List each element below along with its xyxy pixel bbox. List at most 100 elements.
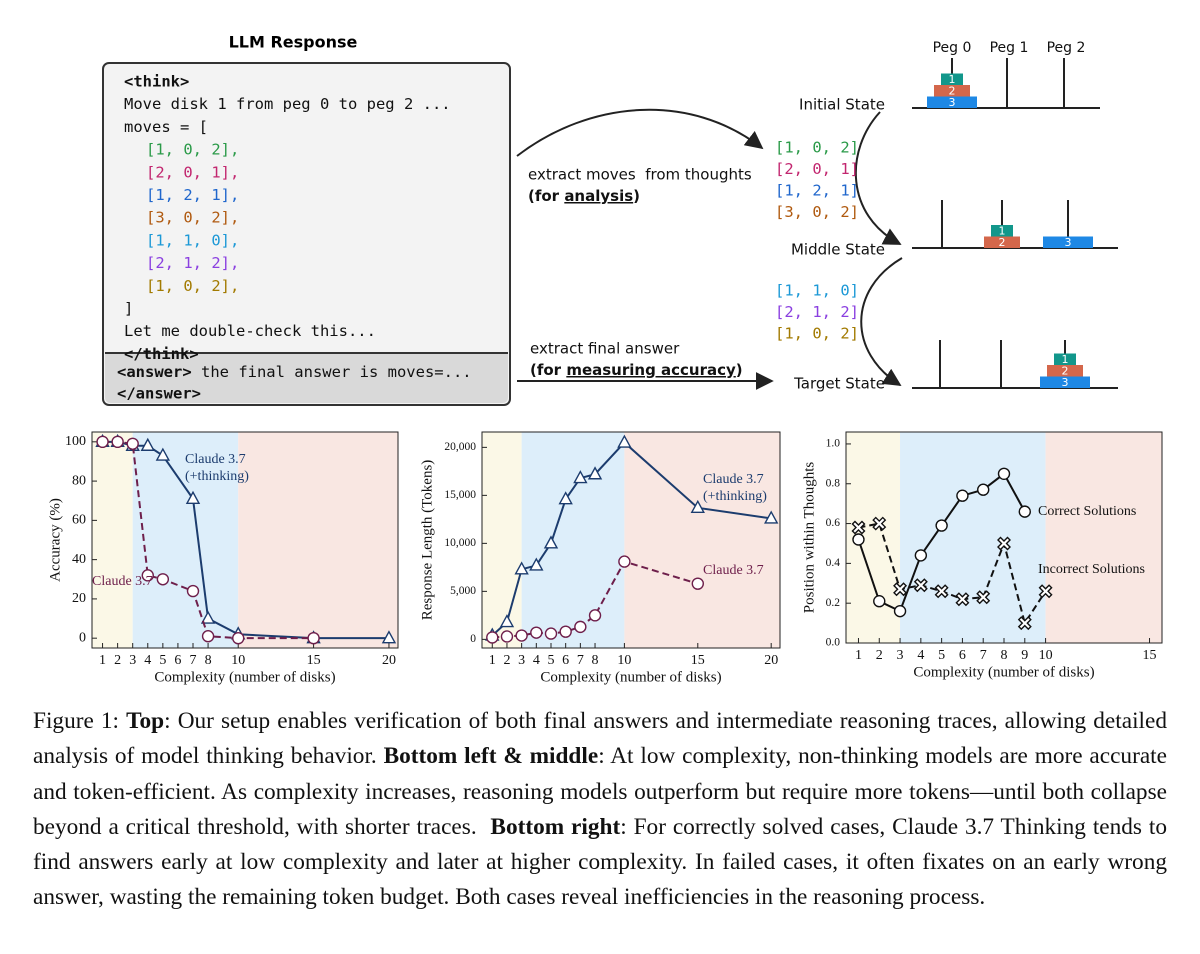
series-label: Claude 3.7 — [703, 472, 764, 487]
arrow-label-part: ) — [633, 187, 640, 205]
x-marker — [893, 582, 908, 597]
disk — [1054, 353, 1076, 365]
arrow-label-part: ) — [736, 361, 743, 379]
x-tick-label: 7 — [980, 648, 987, 663]
caption: Figure 1: Top: Our setup enables verific… — [33, 704, 1167, 916]
y-tick-label: 0.2 — [826, 597, 841, 609]
extracted-move: [1, 0, 2] — [775, 325, 859, 343]
triangle-marker — [155, 447, 171, 461]
triangle-marker — [185, 490, 201, 504]
disk — [991, 225, 1013, 237]
x-marker — [976, 590, 991, 605]
x-tick-label: 10 — [1039, 648, 1053, 663]
code-line: [1, 2, 1], — [146, 186, 239, 204]
x-tick-label: 6 — [562, 653, 569, 668]
caption-bold: Top — [126, 708, 165, 734]
x-tick-label: 4 — [917, 648, 924, 663]
code-line: <think> — [124, 73, 189, 91]
disk — [1047, 365, 1083, 377]
circle-marker — [186, 584, 200, 598]
peg-label: Peg 0 — [933, 40, 972, 56]
y-tick-label: 0.8 — [826, 477, 841, 489]
arrow-label-part: (for — [530, 361, 566, 379]
y-axis-label: Position within Thoughts — [801, 462, 817, 614]
caption-text: : At low complexity, non-thinking models… — [33, 743, 1173, 840]
extracted-move: [2, 0, 1] — [775, 160, 859, 178]
triangle-marker — [381, 630, 397, 644]
triangle-marker — [558, 491, 573, 505]
plot-frame — [91, 431, 399, 649]
triangle-marker — [587, 466, 603, 480]
disk — [934, 85, 970, 97]
x-axis-label: Complexity (number of disks) — [913, 664, 1094, 680]
y-tick-label: 0.0 — [826, 637, 841, 649]
y-tick-label: 80 — [72, 473, 86, 488]
code-line: Move disk 1 from peg 0 to peg 2 ... — [124, 95, 451, 113]
x-tick-label: 7 — [577, 653, 584, 668]
series-label: Claude 3.7 — [185, 452, 246, 467]
code-line: moves = [ — [124, 118, 208, 136]
caption-text: : For correctly solved cases, Claude 3.7… — [33, 813, 1173, 911]
y-tick-label: 15,000 — [444, 489, 476, 501]
y-tick-label: 20,000 — [444, 441, 476, 453]
arrow — [860, 257, 903, 386]
peg-label: Peg 1 — [990, 40, 1029, 56]
triangle-marker — [140, 437, 155, 451]
y-axis-label: Response Length (Tokens) — [419, 460, 435, 621]
series-label: (+thinking) — [185, 469, 249, 484]
series-line — [492, 560, 699, 639]
triangle-marker — [514, 561, 529, 575]
code-line: [2, 0, 1], — [146, 163, 239, 181]
circle-marker — [893, 604, 907, 618]
disk-label: 2 — [999, 236, 1006, 249]
disk — [941, 73, 963, 85]
x-tick-label: 15 — [307, 653, 321, 668]
code-line: [1, 0, 2], — [146, 141, 239, 159]
answer-close: </answer> — [117, 385, 201, 403]
circle-marker — [588, 609, 602, 622]
triangle-marker — [543, 535, 559, 549]
circle-marker — [500, 630, 514, 643]
x-tick-label: 9 — [1021, 648, 1028, 663]
circle-marker — [977, 483, 990, 496]
circle-marker — [574, 620, 587, 634]
disk — [984, 236, 1020, 248]
circle-marker — [232, 631, 245, 645]
x-tick-label: 8 — [205, 653, 212, 668]
circle-marker — [515, 629, 528, 642]
circle-marker — [559, 625, 572, 638]
x-tick-label: 10 — [231, 653, 245, 668]
circle-marker — [486, 631, 499, 644]
x-tick-label: 20 — [382, 653, 396, 668]
y-tick-label: 0 — [470, 633, 476, 645]
y-tick-label: 10,000 — [444, 537, 476, 549]
y-tick-label: 100 — [65, 434, 86, 449]
circle-marker — [544, 627, 558, 640]
code-line: Let me double-check this... — [124, 322, 376, 340]
x-tick-label: 4 — [144, 653, 151, 668]
arrow-label-emphasis: analysis — [564, 187, 633, 205]
arrow-label: extract final answer — [530, 340, 680, 358]
y-tick-label: 0.6 — [826, 517, 841, 529]
triangle-marker — [499, 614, 515, 628]
answer-box — [105, 353, 508, 403]
state-label: Middle State — [791, 241, 885, 259]
extracted-move: [1, 2, 1] — [775, 182, 859, 200]
circle-marker — [852, 533, 865, 546]
answer-line: <answer> the final answer is moves=... — [117, 363, 472, 381]
arrow-label: extract moves from thoughts — [528, 166, 752, 184]
circle-marker — [156, 573, 170, 586]
arrow-label-emphasis: measuring accuracy — [566, 361, 736, 379]
x-tick-label: 2 — [114, 653, 121, 668]
code-line: [3, 0, 2], — [146, 209, 239, 227]
disk-label: 3 — [1062, 376, 1069, 389]
arrow-label: (for analysis) — [528, 187, 640, 205]
circle-marker — [956, 489, 969, 502]
circle-marker — [618, 555, 631, 568]
complexity-region — [92, 432, 133, 648]
arrow-label-part: (for — [528, 187, 564, 205]
x-tick-label: 20 — [764, 653, 778, 668]
x-tick-label: 3 — [129, 653, 136, 668]
state-label: Initial State — [799, 96, 885, 114]
x-marker — [1038, 584, 1053, 599]
